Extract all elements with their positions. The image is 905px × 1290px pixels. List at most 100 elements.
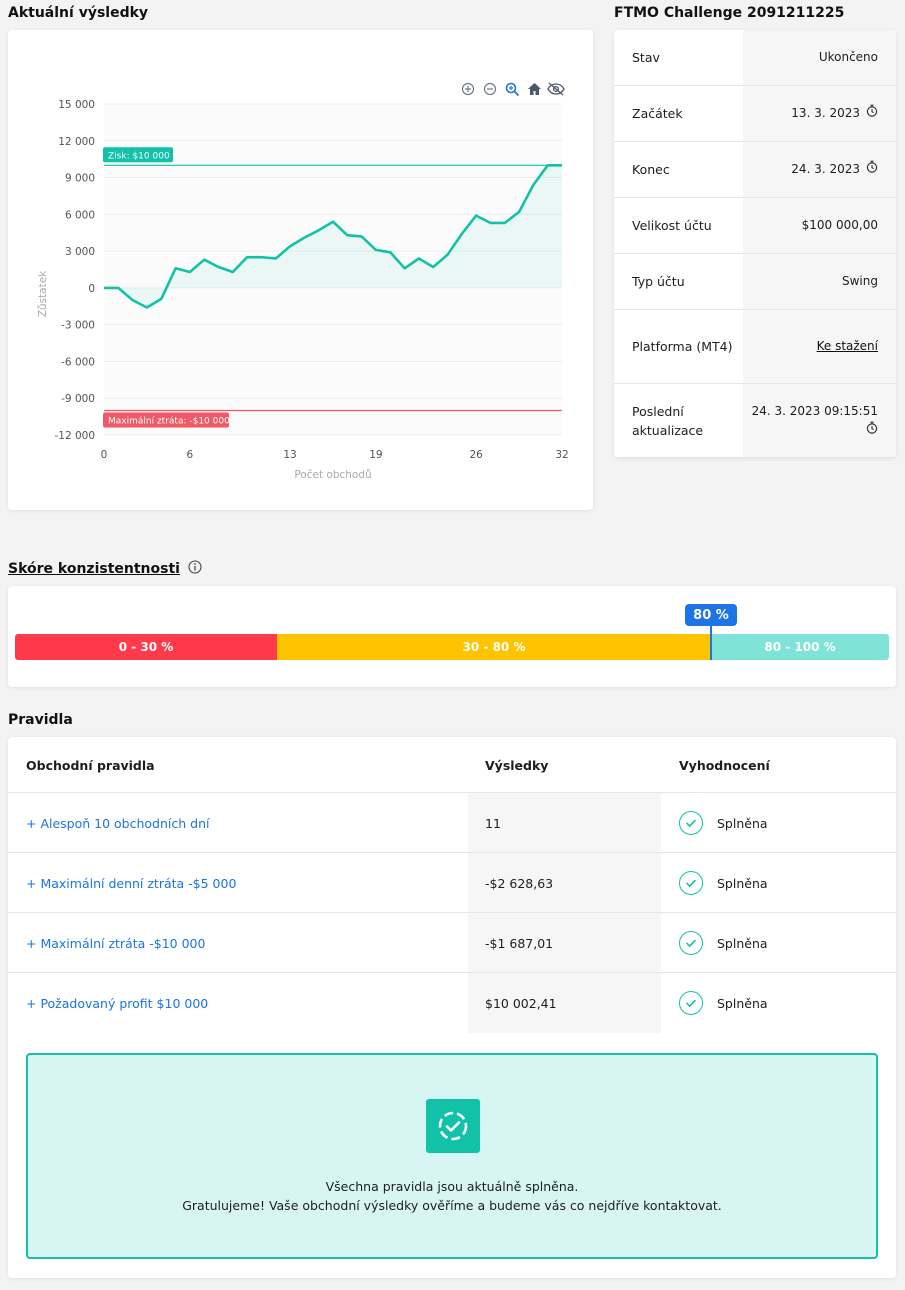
x-axis-label: Počet obchodů bbox=[294, 469, 371, 481]
annotation-badge bbox=[103, 147, 173, 163]
check-circle-icon bbox=[679, 991, 703, 1015]
info-key: Poslední aktualizace bbox=[614, 384, 743, 457]
y-tick-label: 12 000 bbox=[58, 136, 95, 148]
info-value: Swing bbox=[842, 274, 878, 288]
balance-chart: 15 000 12 000 9 000 6 000 3 000 0 -3 000 -6 000… bbox=[37, 99, 569, 481]
annotation-label: Zisk: $10 000 bbox=[108, 151, 170, 161]
balance-line bbox=[104, 164, 562, 309]
stopwatch-icon bbox=[866, 104, 878, 123]
info-value-cell: Ukončeno bbox=[743, 30, 896, 85]
results-title: Aktuální výsledky bbox=[8, 5, 149, 21]
info-value-cell: 24. 3. 2023 bbox=[743, 142, 896, 197]
info-value-cell: 24. 3. 2023 09:15:51 bbox=[743, 384, 896, 457]
y-tick-label: 0 bbox=[88, 283, 95, 295]
info-value-cell: 13. 3. 2023 bbox=[743, 86, 896, 141]
info-key: Typ účtu bbox=[614, 254, 743, 309]
hide-eye-icon[interactable] bbox=[547, 80, 565, 98]
x-tick-label: 0 bbox=[101, 449, 108, 461]
score-marker-line bbox=[710, 626, 712, 660]
success-check-icon bbox=[426, 1099, 480, 1153]
rule-status: Splněna bbox=[717, 815, 768, 831]
y-tick-label: 15 000 bbox=[58, 99, 95, 111]
annotation-label: Maximální ztráta: -$10 000 bbox=[108, 416, 230, 426]
info-key: Platforma (MT4) bbox=[614, 310, 743, 383]
rules-header-result: Výsledky bbox=[485, 757, 549, 773]
info-value: 13. 3. 2023 bbox=[791, 106, 860, 120]
x-tick-label: 19 bbox=[369, 449, 382, 461]
zoom-in-icon[interactable] bbox=[459, 80, 477, 98]
x-tick-label: 26 bbox=[469, 449, 483, 461]
info-icon[interactable] bbox=[188, 560, 202, 578]
balance-chart-card: 15 000 12 000 9 000 6 000 3 000 0 -3 000 -6 000… bbox=[8, 30, 593, 510]
consistency-title: Skóre konzistentnosti bbox=[8, 561, 180, 577]
rule-expand-link[interactable]: + Maximální denní ztráta -$5 000 bbox=[26, 875, 237, 891]
success-banner: Všechna pravidla jsou aktuálně splněna. … bbox=[26, 1053, 878, 1259]
info-value: 24. 3. 2023 09:15:51 bbox=[751, 403, 878, 418]
y-axis-label: Zůstatek bbox=[37, 270, 49, 317]
info-row: Typ účtu Swing bbox=[614, 254, 896, 310]
info-value-cell: $100 000,00 bbox=[743, 198, 896, 253]
score-marker-badge: 80 % bbox=[685, 604, 737, 626]
table-row: + Maximální ztráta -$10 000 -$1 687,01 Spl… bbox=[8, 912, 896, 973]
success-message-line1: Všechna pravidla jsou aktuálně splněna. bbox=[325, 1179, 579, 1194]
table-row: + Požadovaný profit $10 000 $10 002,41 Spl… bbox=[8, 972, 896, 1033]
rule-evaluation: Splněna bbox=[679, 793, 768, 853]
info-value: 24. 3. 2023 bbox=[791, 162, 860, 176]
info-value: Ukončeno bbox=[818, 50, 878, 64]
rule-evaluation: Splněna bbox=[679, 913, 768, 973]
chart-toolbar bbox=[459, 80, 565, 98]
consistency-score-card: 0 - 30 % 30 - 80 % 80 - 100 % 80 % bbox=[8, 586, 896, 687]
y-tick-label: 6 000 bbox=[65, 209, 95, 221]
home-icon[interactable] bbox=[525, 80, 543, 98]
score-segment-low: 0 - 30 % bbox=[15, 634, 277, 660]
y-tick-label: -12 000 bbox=[54, 430, 95, 442]
rule-status: Splněna bbox=[717, 995, 768, 1011]
info-row: Velikost účtu $100 000,00 bbox=[614, 198, 896, 254]
check-circle-icon bbox=[679, 871, 703, 895]
zoom-out-icon[interactable] bbox=[481, 80, 499, 98]
info-row: Začátek 13. 3. 2023 bbox=[614, 86, 896, 142]
rule-result: $10 002,41 bbox=[468, 973, 661, 1033]
rule-evaluation: Splněna bbox=[679, 973, 768, 1033]
info-value-cell: Swing bbox=[743, 254, 896, 309]
y-tick-label: 9 000 bbox=[65, 173, 95, 185]
table-row: + Maximální denní ztráta -$5 000 -$2 628,… bbox=[8, 852, 896, 913]
y-tick-label: -3 000 bbox=[61, 320, 95, 332]
balance-area bbox=[104, 165, 562, 308]
rule-status: Splněna bbox=[717, 935, 768, 951]
info-value: $100 000,00 bbox=[801, 218, 878, 232]
table-row: + Alespoň 10 obchodních dní 11 Splněna bbox=[8, 792, 896, 853]
info-row: Konec 24. 3. 2023 bbox=[614, 142, 896, 198]
challenge-info-table: Stav Ukončeno Začátek 13. 3. 2023 Konec 24. 3… bbox=[614, 30, 896, 458]
annotation-badge bbox=[103, 412, 229, 428]
rule-result: -$1 687,01 bbox=[468, 913, 661, 973]
rules-header-evaluation: Vyhodnocení bbox=[679, 757, 770, 773]
rule-evaluation: Splněna bbox=[679, 853, 768, 913]
score-segment-high: 80 - 100 % bbox=[711, 634, 889, 660]
rule-result: 11 bbox=[468, 793, 661, 853]
stopwatch-icon bbox=[866, 160, 878, 179]
rule-expand-link[interactable]: + Alespoň 10 obchodních dní bbox=[26, 815, 210, 831]
check-circle-icon bbox=[679, 931, 703, 955]
stopwatch-icon bbox=[866, 421, 878, 440]
rule-expand-link[interactable]: + Požadovaný profit $10 000 bbox=[26, 995, 209, 1011]
check-circle-icon bbox=[679, 811, 703, 835]
info-key: Stav bbox=[614, 30, 743, 85]
rule-status: Splněna bbox=[717, 875, 768, 891]
rules-title: Pravidla bbox=[8, 712, 73, 728]
x-tick-label: 32 bbox=[555, 449, 568, 461]
consistency-score-link[interactable]: Skóre konzistentnosti bbox=[8, 560, 202, 578]
y-tick-label: -6 000 bbox=[61, 356, 95, 368]
rule-expand-link[interactable]: + Maximální ztráta -$10 000 bbox=[26, 935, 206, 951]
info-value-cell: Ke stažení bbox=[743, 310, 896, 383]
y-tick-label: 3 000 bbox=[65, 246, 95, 258]
info-key: Začátek bbox=[614, 86, 743, 141]
rules-header-rule: Obchodní pravidla bbox=[26, 757, 155, 773]
rules-table: Obchodní pravidla Výsledky Vyhodnocení +… bbox=[8, 737, 896, 1278]
info-key: Velikost účtu bbox=[614, 198, 743, 253]
download-link[interactable]: Ke stažení bbox=[816, 339, 878, 353]
info-row: Poslední aktualizace 24. 3. 2023 09:15:51 bbox=[614, 384, 896, 458]
magnifier-icon[interactable] bbox=[503, 80, 521, 98]
rule-result: -$2 628,63 bbox=[468, 853, 661, 913]
x-tick-label: 13 bbox=[283, 449, 296, 461]
